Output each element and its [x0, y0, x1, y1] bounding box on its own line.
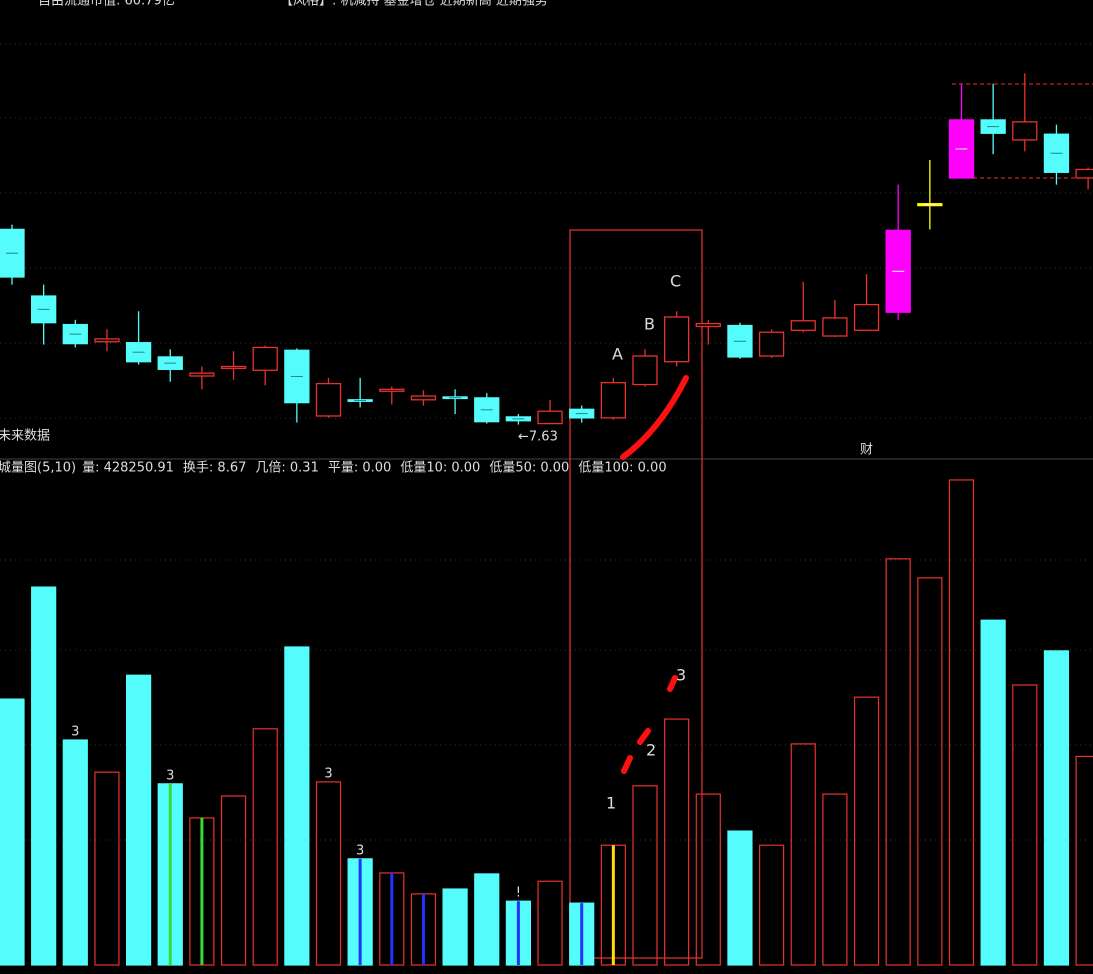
hand-stroke: [620, 375, 689, 460]
legend-item: 低量10: 0.00: [400, 461, 480, 476]
legend-item: 平量: 0.00: [328, 461, 391, 476]
volume-bar: [853, 696, 880, 966]
candle-body: [1075, 168, 1093, 179]
volume-bar: [31, 586, 57, 966]
candle-body: [30, 295, 57, 324]
candle-body: [758, 331, 785, 357]
legend-item: 几倍: 0.31: [255, 461, 318, 476]
candle-body: [220, 365, 247, 370]
wave-label: B: [644, 315, 655, 334]
volume-bar: [537, 880, 563, 966]
volume-bar: [695, 793, 721, 966]
volume-bar: [125, 674, 152, 966]
bar-label: 3: [71, 725, 79, 740]
candle-body: [315, 382, 342, 417]
volume-bar: [1075, 755, 1093, 966]
volume-bar: [315, 781, 342, 966]
candle-body: [632, 355, 658, 386]
legend-item: 低量100: 0.00: [578, 461, 666, 476]
highlight-box: [569, 229, 703, 959]
candle-body: [822, 317, 848, 337]
volume-bar: [632, 785, 658, 966]
volume-annotation: 3: [676, 666, 686, 685]
volume-bar: [727, 830, 753, 966]
volume-bar: [252, 728, 278, 966]
candle-body: [664, 316, 690, 363]
bar-label: !: [516, 886, 521, 901]
volume-annotation: 1: [606, 794, 616, 813]
candle-body: [379, 388, 405, 392]
volume-bar: [284, 646, 310, 966]
low-price: ←7.63: [518, 430, 558, 445]
candle-body: [410, 395, 437, 401]
legend-item: 量: 428250.91: [82, 461, 174, 476]
future-data: 未来数据: [0, 429, 50, 444]
wave-label: C: [670, 272, 681, 291]
candle-body: [189, 372, 215, 377]
hand-stroke: [621, 675, 678, 774]
volume-bar: [62, 739, 88, 966]
volume-bar: [664, 718, 690, 966]
volume-bar: [0, 698, 25, 966]
volume-title: 城量图(5,10): [0, 461, 76, 476]
volume-bar: [980, 619, 1006, 966]
volume-annotation: 2: [646, 741, 656, 760]
bar-label: 3: [324, 766, 332, 781]
market-cap: 自由流通市值: 60.79亿: [38, 0, 175, 9]
volume-bar: [758, 844, 785, 966]
candle-body: [695, 322, 721, 328]
volume-bar: [917, 577, 943, 966]
candle-body: [853, 303, 880, 331]
volume-bar: [822, 793, 848, 966]
volume-bar: [1012, 684, 1038, 966]
range-box: [952, 83, 1093, 179]
volume-bar: [94, 771, 120, 966]
style-tags: 【风格】: 机减持 基金增仓 近期新高 近期强势: [280, 0, 548, 9]
legend-item: 换手: 8.67: [183, 461, 246, 476]
volume-bar: [474, 873, 500, 966]
volume-bar: [220, 795, 247, 966]
finance-mark: 财: [860, 443, 873, 458]
volume-bar: [442, 888, 468, 966]
candle-body: [1012, 121, 1038, 141]
candle-body: [94, 338, 120, 343]
volume-bar: [948, 479, 975, 966]
legend-item: 低量50: 0.00: [489, 461, 569, 476]
bar-label: 3: [356, 843, 364, 858]
volume-bar: [1043, 650, 1070, 966]
candle-body: [600, 382, 626, 419]
candle-body: [790, 320, 816, 331]
bar-label: 3: [166, 768, 174, 783]
candle-body: [252, 346, 278, 371]
volume-bar: [790, 743, 816, 966]
candle-body: [537, 410, 563, 425]
wave-label: A: [612, 345, 623, 364]
volume-bar: [885, 558, 911, 966]
